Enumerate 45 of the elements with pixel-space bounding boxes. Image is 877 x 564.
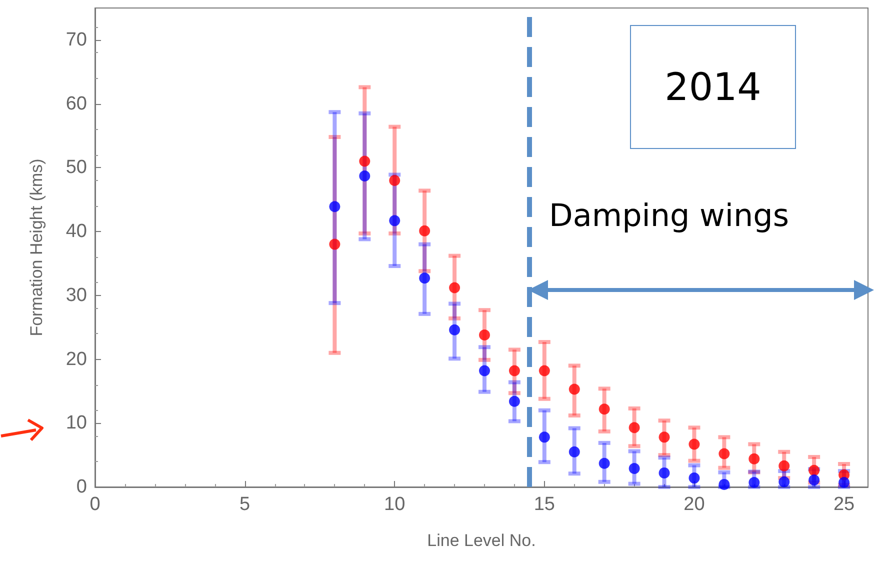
x-axis-title: Line Level No. xyxy=(427,531,536,550)
annotation: Damping wings xyxy=(549,198,789,234)
point xyxy=(598,404,610,415)
point xyxy=(329,201,340,212)
x-tick-label: 0 xyxy=(90,494,100,515)
y-tick-label: 60 xyxy=(66,93,87,114)
x-tick-label: 10 xyxy=(384,494,406,515)
y-tick-label: 30 xyxy=(66,284,87,306)
point xyxy=(718,448,730,460)
point xyxy=(449,324,460,336)
point xyxy=(419,225,430,236)
point xyxy=(568,384,580,395)
point xyxy=(688,472,700,484)
point xyxy=(688,438,700,450)
y-tick-label: 40 xyxy=(66,221,87,242)
point xyxy=(419,272,430,284)
point xyxy=(449,282,460,294)
y-tick-label: 20 xyxy=(66,348,87,370)
point xyxy=(329,238,340,250)
x-tick-label: 15 xyxy=(534,494,555,515)
point xyxy=(598,458,610,469)
point xyxy=(508,365,520,376)
x-tick-label: 5 xyxy=(240,494,250,515)
x-tick-label: 25 xyxy=(833,494,855,515)
point xyxy=(359,156,370,167)
point xyxy=(628,422,640,434)
annotation: 2014 xyxy=(630,25,796,149)
point xyxy=(568,446,580,458)
point xyxy=(658,467,670,478)
y-tick-label: 10 xyxy=(66,412,87,434)
point xyxy=(748,453,760,464)
x-tick-label: 20 xyxy=(684,494,705,515)
y-axis-title: Formation Height (kms) xyxy=(27,158,46,336)
point xyxy=(389,215,400,226)
point xyxy=(538,432,550,443)
y-tick-label: 0 xyxy=(76,476,87,498)
point xyxy=(479,330,490,340)
point xyxy=(658,432,670,443)
y-tick-label: 70 xyxy=(66,29,87,50)
point xyxy=(628,462,640,474)
y-tick-label: 50 xyxy=(66,157,87,178)
point xyxy=(479,365,490,376)
point xyxy=(508,396,520,407)
point xyxy=(359,170,370,182)
point xyxy=(538,365,550,376)
